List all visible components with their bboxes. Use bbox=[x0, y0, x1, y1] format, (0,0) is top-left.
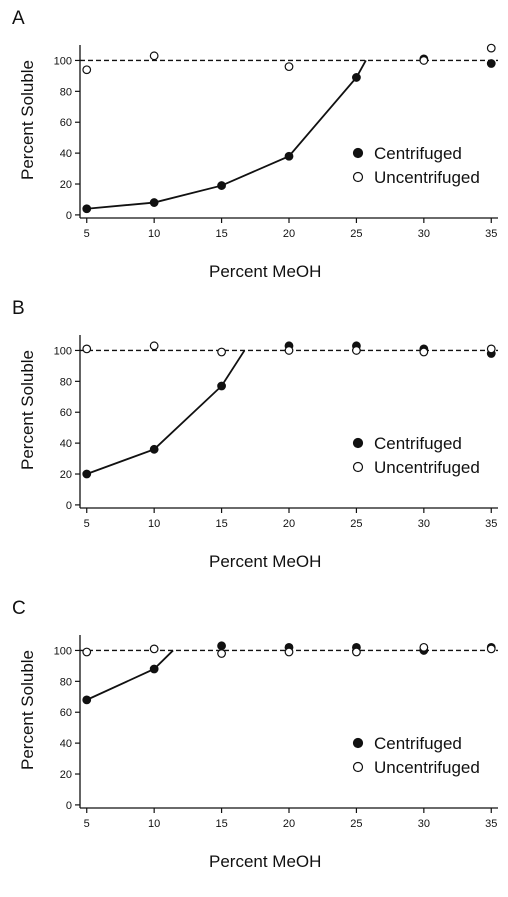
point-centrifuged bbox=[486, 59, 496, 68]
point-centrifuged bbox=[149, 664, 159, 674]
point-uncentrifuged bbox=[486, 344, 496, 354]
point-centrifuged bbox=[217, 181, 226, 190]
series-line-centrifuged bbox=[86, 649, 174, 701]
legend-marker-centrifuged bbox=[352, 437, 364, 449]
point-centrifuged bbox=[352, 73, 361, 82]
legend-marker-uncentrifuged bbox=[352, 761, 364, 773]
point-uncentrifuged bbox=[149, 644, 159, 654]
legend-marker-uncentrifuged bbox=[352, 171, 364, 183]
point-uncentrifuged bbox=[149, 341, 159, 351]
x-tick-label: 25 bbox=[350, 818, 362, 830]
panel-label: B bbox=[12, 298, 25, 319]
point-uncentrifuged bbox=[486, 43, 496, 53]
point-uncentrifuged bbox=[284, 62, 294, 72]
y-tick-label: 60 bbox=[60, 707, 72, 719]
y-tick-label: 20 bbox=[60, 769, 72, 781]
y-tick-label: 20 bbox=[60, 179, 72, 191]
y-tick-label: 40 bbox=[60, 738, 72, 750]
point-uncentrifuged bbox=[82, 65, 92, 75]
x-axis-label: Percent MeOH bbox=[209, 262, 322, 281]
series-line-centrifuged bbox=[86, 349, 246, 475]
y-tick-label: 60 bbox=[60, 407, 72, 419]
legend-marker-uncentrifuged bbox=[352, 461, 364, 473]
point-uncentrifuged bbox=[352, 647, 361, 657]
chart-panel-b: B Percent Soluble Percent MeOH 0 20 40 60 80… bbox=[0, 290, 508, 580]
x-tick-label: 20 bbox=[283, 518, 295, 530]
x-tick-label: 30 bbox=[418, 518, 430, 530]
x-tick-label: 25 bbox=[350, 228, 362, 240]
x-tick-label: 15 bbox=[215, 818, 227, 830]
panel-label: A bbox=[12, 8, 25, 29]
y-tick-label: 60 bbox=[60, 117, 72, 129]
point-uncentrifuged bbox=[486, 644, 496, 654]
y-tick-label: 100 bbox=[54, 55, 72, 67]
x-tick-label: 20 bbox=[283, 818, 295, 830]
point-centrifuged bbox=[217, 641, 226, 651]
legend-label: Centrifuged bbox=[374, 144, 462, 163]
point-uncentrifuged bbox=[284, 346, 294, 355]
legend-label: Centrifuged bbox=[374, 434, 462, 453]
point-centrifuged bbox=[217, 381, 226, 391]
x-tick-label: 10 bbox=[148, 518, 160, 530]
x-tick-label: 10 bbox=[148, 818, 160, 830]
y-tick-label: 80 bbox=[60, 376, 72, 388]
y-tick-label: 80 bbox=[60, 676, 72, 688]
point-centrifuged bbox=[149, 198, 159, 207]
panel-label: C bbox=[12, 598, 26, 619]
x-tick-label: 35 bbox=[485, 518, 497, 530]
y-tick-label: 40 bbox=[60, 148, 72, 160]
x-tick-label: 35 bbox=[485, 818, 497, 830]
legend-marker-centrifuged bbox=[352, 737, 364, 749]
point-uncentrifuged bbox=[284, 647, 294, 657]
point-uncentrifuged bbox=[419, 347, 429, 357]
point-uncentrifuged bbox=[217, 649, 226, 658]
legend-label: Centrifuged bbox=[374, 734, 462, 753]
series-line-centrifuged bbox=[86, 60, 367, 210]
point-centrifuged bbox=[284, 151, 294, 161]
x-tick-label: 25 bbox=[350, 518, 362, 530]
y-tick-label: 0 bbox=[66, 210, 72, 222]
chart-plot-b: 0 20 40 60 80 100 5 10 15 20 25 30 35 Centrifuged Unce… bbox=[54, 335, 498, 530]
y-tick-label: 20 bbox=[60, 469, 72, 481]
chart-panel-a: A Percent Soluble Percent MeOH 0 20 40 60 80… bbox=[0, 0, 508, 290]
point-uncentrifuged bbox=[419, 642, 429, 652]
x-tick-label: 35 bbox=[485, 228, 497, 240]
legend-label: Uncentrifuged bbox=[374, 458, 480, 477]
y-tick-label: 40 bbox=[60, 438, 72, 450]
point-uncentrifuged bbox=[419, 56, 429, 65]
point-centrifuged bbox=[82, 204, 92, 214]
chart-panel-c: C Percent Soluble Percent MeOH 0 20 40 60 80… bbox=[0, 590, 508, 880]
point-centrifuged bbox=[82, 469, 92, 479]
x-tick-label: 5 bbox=[84, 818, 90, 830]
point-centrifuged bbox=[149, 444, 159, 454]
x-tick-label: 5 bbox=[84, 228, 90, 240]
x-axis-label: Percent MeOH bbox=[209, 552, 322, 571]
x-tick-label: 15 bbox=[215, 228, 227, 240]
point-uncentrifuged bbox=[217, 347, 226, 357]
x-tick-label: 15 bbox=[215, 518, 227, 530]
chart-plot-a: 0 20 40 60 80 100 5 10 15 20 25 30 35 Centrifuged Unce… bbox=[54, 43, 498, 240]
point-centrifuged bbox=[82, 695, 92, 705]
legend-label: Uncentrifuged bbox=[374, 168, 480, 187]
x-tick-label: 20 bbox=[283, 228, 295, 240]
y-tick-label: 100 bbox=[54, 645, 72, 657]
point-uncentrifuged bbox=[82, 647, 92, 657]
chart-plot-c: 0 20 40 60 80 100 5 10 15 20 25 30 35 Centrifuged Unce… bbox=[54, 635, 498, 830]
legend-marker-centrifuged bbox=[352, 147, 364, 159]
point-uncentrifuged bbox=[149, 51, 159, 61]
x-tick-label: 30 bbox=[418, 818, 430, 830]
y-tick-label: 0 bbox=[66, 500, 72, 512]
x-tick-label: 30 bbox=[418, 228, 430, 240]
y-tick-label: 80 bbox=[60, 86, 72, 98]
x-tick-label: 10 bbox=[148, 228, 160, 240]
x-tick-label: 5 bbox=[84, 518, 90, 530]
legend-label: Uncentrifuged bbox=[374, 758, 480, 777]
y-tick-label: 100 bbox=[54, 345, 72, 357]
x-axis-label: Percent MeOH bbox=[209, 852, 322, 871]
point-uncentrifuged bbox=[352, 346, 361, 355]
y-tick-label: 0 bbox=[66, 800, 72, 812]
point-uncentrifuged bbox=[82, 344, 92, 354]
